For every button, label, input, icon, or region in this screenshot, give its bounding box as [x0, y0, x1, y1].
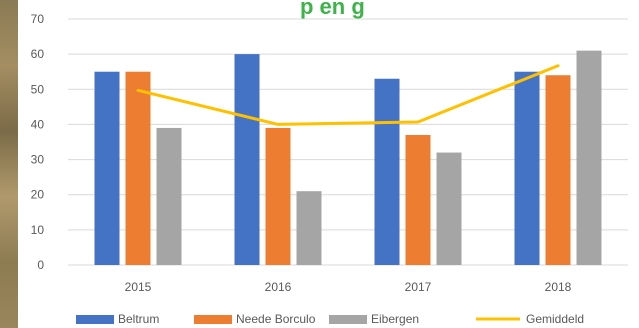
legend-swatch-beltrum: [76, 315, 114, 324]
legend-label-eibergen: Eibergen: [371, 312, 419, 326]
bar-neede-borculo: [265, 127, 291, 265]
bar-beltrum: [514, 71, 540, 265]
bar-beltrum: [374, 78, 400, 265]
chart-title-fragment: p en g: [300, 0, 365, 19]
y-tick-label: 20: [31, 188, 45, 202]
legend-label-neede-borculo: Neede Borculo: [236, 312, 316, 326]
bar-eibergen: [436, 152, 462, 265]
y-tick-label: 60: [31, 47, 45, 61]
y-tick-label: 50: [31, 82, 45, 96]
x-tick-label: 2015: [125, 280, 152, 294]
bar-eibergen: [296, 191, 322, 265]
y-tick-label: 70: [31, 12, 45, 26]
bar-eibergen: [576, 50, 602, 265]
line-gemiddeld: [136, 64, 560, 126]
legend-label-beltrum: Beltrum: [118, 312, 159, 326]
legend-swatch-eibergen: [329, 315, 367, 324]
legend-label-gemiddeld: Gemiddeld: [526, 312, 584, 326]
bar-eibergen: [156, 127, 182, 265]
bar-beltrum: [94, 71, 120, 265]
x-tick-label: 2018: [545, 280, 572, 294]
legend-swatch-neede-borculo: [194, 315, 232, 324]
bar-neede-borculo: [125, 71, 151, 265]
background-photo-edge: [0, 0, 18, 328]
bar-neede-borculo: [405, 134, 431, 265]
bar-beltrum: [234, 54, 260, 266]
y-tick-label: 10: [31, 223, 45, 237]
x-tick-label: 2017: [405, 280, 432, 294]
y-tick-label: 40: [31, 117, 45, 131]
bar-neede-borculo: [545, 75, 571, 265]
x-tick-label: 2016: [265, 280, 292, 294]
y-tick-label: 0: [37, 258, 44, 272]
y-tick-label: 30: [31, 153, 45, 167]
